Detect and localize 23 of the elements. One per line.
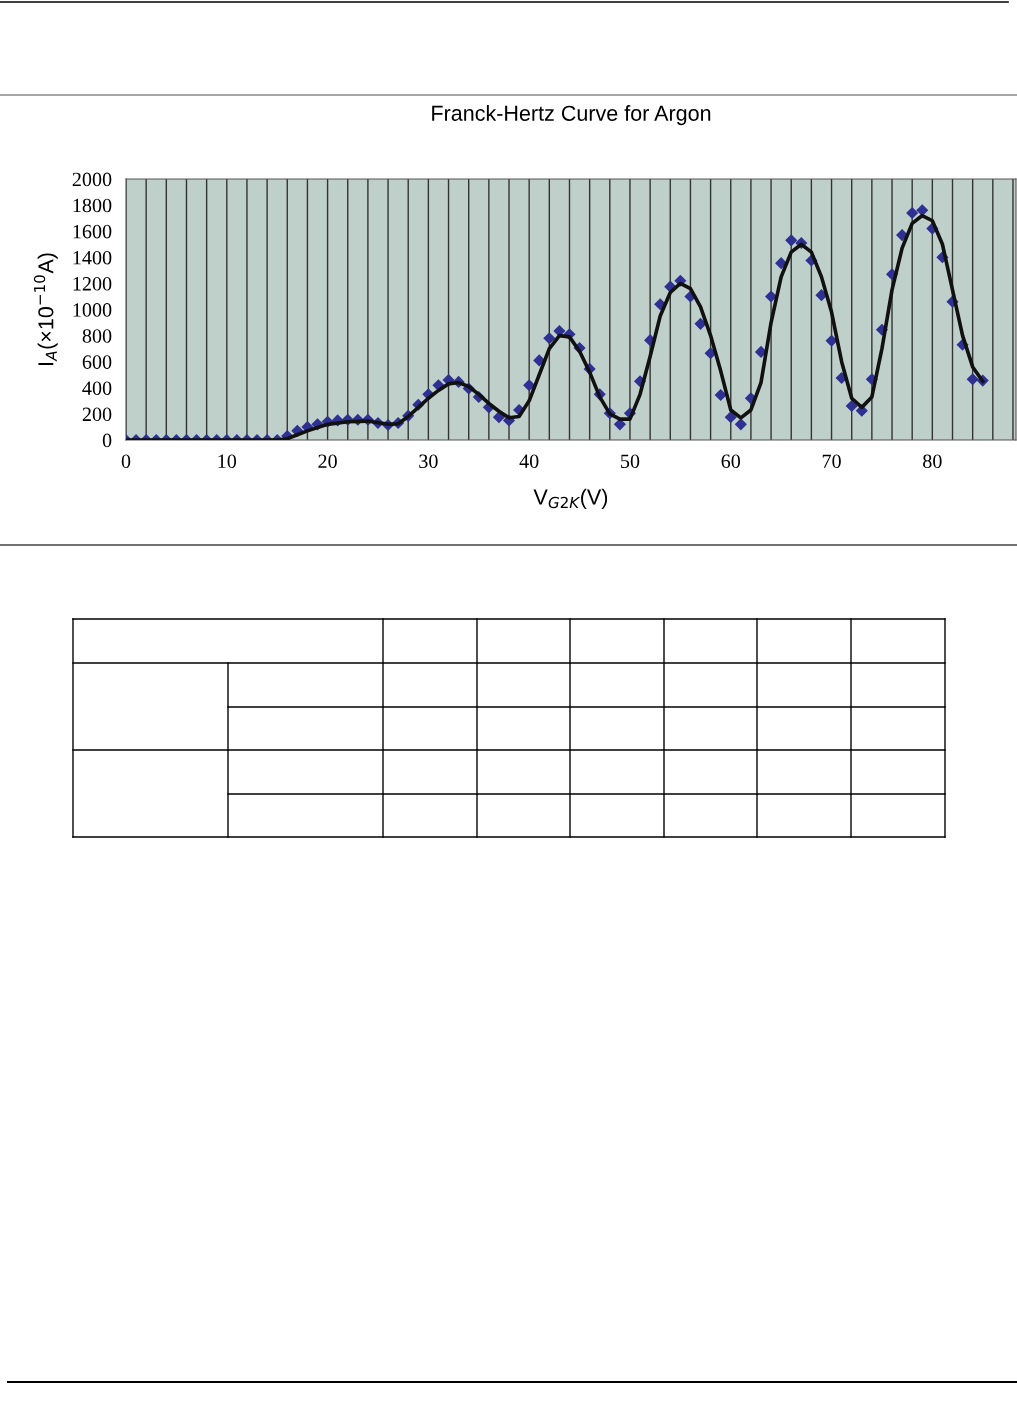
x-axis-title: V$_{G2K}$(V) — [533, 488, 608, 509]
y-tick-label: 600 — [82, 355, 112, 369]
x-tick-label: 60 — [721, 454, 741, 469]
y-tick-label: 1000 — [73, 303, 112, 317]
x-tick-label: 10 — [218, 454, 237, 469]
x-tick-label: 70 — [822, 454, 841, 469]
x-tick-label: 50 — [621, 454, 640, 469]
y-tick-label: 1200 — [73, 276, 112, 291]
x-tick-label: 20 — [318, 454, 337, 469]
y-axis-title: I$_{A}$(×10$^{−10}$A) — [33, 253, 58, 365]
x-tick-label: 40 — [519, 454, 539, 469]
y-tick-label: 1800 — [73, 198, 112, 213]
x-tick-label: 30 — [419, 454, 438, 469]
y-tick-label: 1600 — [73, 224, 112, 239]
y-tick-label: 400 — [82, 381, 112, 395]
y-tick-label: 2000 — [72, 172, 112, 187]
y-tick-label: 0 — [102, 433, 112, 448]
y-tick-label: 200 — [82, 407, 112, 422]
y-tick-label: 1400 — [73, 250, 112, 265]
x-tick-label: 0 — [121, 454, 131, 469]
x-tick-label: 80 — [923, 454, 942, 469]
chart-title: Franck-Hertz Curve for Argon — [432, 105, 711, 126]
y-tick-label: 800 — [82, 329, 112, 343]
